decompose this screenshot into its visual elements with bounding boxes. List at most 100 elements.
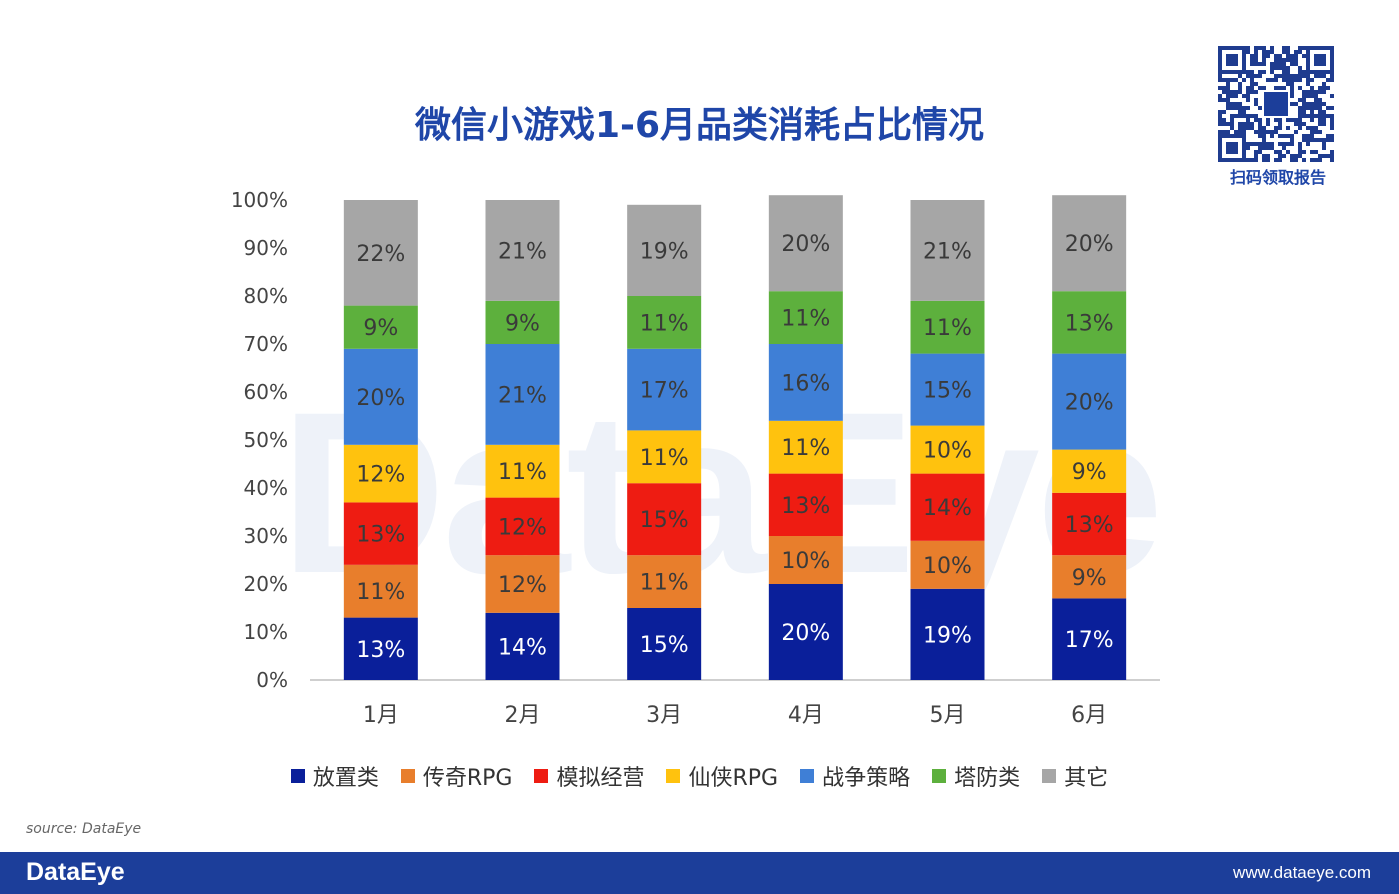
data-label: 12% — [498, 573, 547, 598]
legend-swatch — [534, 769, 549, 783]
bar-segment — [627, 296, 702, 349]
bar-segment — [1052, 353, 1127, 450]
bar-segment — [1052, 195, 1127, 292]
data-label: 9% — [505, 311, 540, 336]
legend-label: 战争策略 — [822, 766, 911, 791]
qr-code-block[interactable]: 扫码领取报告 — [1218, 46, 1338, 188]
data-label: 16% — [781, 371, 830, 396]
y-tick-label: 90% — [244, 236, 288, 260]
data-label: 11% — [923, 316, 972, 341]
bar-segment — [627, 608, 702, 680]
data-label: 13% — [1065, 513, 1114, 538]
legend-swatch — [932, 769, 947, 783]
qr-code-icon[interactable] — [1218, 46, 1334, 162]
data-label: 11% — [781, 307, 830, 332]
y-tick-label: 70% — [244, 332, 288, 356]
source-note: source: DataEye — [26, 821, 142, 837]
bar-segment — [485, 497, 560, 556]
bar-segment — [768, 536, 843, 584]
data-label: 15% — [640, 508, 689, 533]
bar-segment — [343, 564, 418, 618]
x-tick-label: 1月 — [363, 703, 399, 728]
data-label: 17% — [1065, 628, 1114, 653]
legend-item: 战争策略 — [800, 760, 910, 792]
y-tick-label: 0% — [256, 668, 288, 692]
x-tick-label: 2月 — [505, 703, 541, 728]
data-label: 15% — [923, 379, 972, 404]
legend-item: 塔防类 — [932, 760, 1020, 792]
bar-segment — [343, 617, 418, 680]
data-label: 9% — [363, 316, 398, 341]
footer-logo: DataEye — [26, 858, 125, 886]
data-label: 15% — [640, 633, 689, 658]
footer-url[interactable]: www.dataeye.com — [1233, 863, 1371, 882]
data-label: 11% — [640, 446, 689, 471]
data-label: 21% — [498, 239, 547, 264]
data-label: 13% — [1065, 311, 1114, 336]
bar-segment — [627, 483, 702, 556]
data-label: 11% — [640, 311, 689, 336]
bar-segment — [485, 344, 560, 445]
legend-item: 仙侠RPG — [666, 760, 778, 792]
bar-segment — [1052, 492, 1127, 556]
legend-item: 模拟经营 — [534, 760, 644, 792]
bar-segment — [485, 555, 560, 613]
data-label: 14% — [498, 635, 547, 660]
chart-legend: 放置类 传奇RPG 模拟经营 仙侠RPG 战争策略 塔防类 其它 — [0, 760, 1399, 792]
bar-segment — [343, 305, 418, 349]
legend-label: 塔防类 — [954, 766, 1021, 791]
data-label: 19% — [923, 623, 972, 648]
bar-segment — [768, 344, 843, 421]
legend-swatch — [666, 769, 681, 783]
y-tick-label: 50% — [244, 428, 288, 452]
y-tick-label: 20% — [244, 572, 288, 596]
data-label: 21% — [498, 383, 547, 408]
bar-segment — [485, 200, 560, 301]
x-tick-label: 5月 — [930, 703, 966, 728]
data-label: 11% — [356, 580, 405, 605]
legend-swatch — [1042, 769, 1057, 783]
legend-label: 其它 — [1064, 766, 1109, 791]
x-tick-label: 6月 — [1071, 703, 1107, 728]
y-tick-label: 30% — [244, 524, 288, 548]
data-label: 14% — [923, 496, 972, 521]
bar-segment — [485, 612, 560, 680]
data-label: 9% — [1072, 460, 1107, 485]
x-tick-label: 4月 — [788, 703, 824, 728]
bar-segment — [627, 204, 702, 296]
data-label: 12% — [356, 463, 405, 488]
bar-segment — [910, 300, 985, 354]
bar-segment — [485, 444, 560, 498]
legend-swatch — [400, 769, 415, 783]
legend-label: 仙侠RPG — [688, 766, 779, 791]
bar-segment — [1052, 449, 1127, 493]
data-label: 10% — [923, 439, 972, 464]
bar-segment — [343, 200, 418, 306]
data-label: 13% — [356, 523, 405, 548]
legend-item: 传奇RPG — [400, 760, 513, 792]
data-label: 10% — [781, 549, 830, 574]
bar-segment — [910, 588, 985, 680]
bar-segment — [343, 348, 418, 445]
bar-segment — [627, 430, 702, 484]
data-label: 11% — [640, 571, 689, 596]
data-label: 20% — [1065, 232, 1114, 257]
bar-segment — [910, 200, 985, 301]
data-label: 13% — [781, 494, 830, 519]
bar-segment — [768, 195, 843, 292]
bar-segment — [910, 425, 985, 474]
bar-segment — [343, 502, 418, 565]
data-label: 20% — [356, 386, 405, 411]
bar-segment — [627, 555, 702, 608]
x-tick-label: 3月 — [646, 703, 682, 728]
bar-segment — [627, 348, 702, 431]
footer-bar: DataEye www.dataeye.com — [0, 852, 1399, 894]
y-tick-label: 100% — [231, 188, 288, 212]
legend-label: 传奇RPG — [422, 766, 513, 791]
legend-label: 模拟经营 — [556, 766, 645, 791]
bar-segment — [1052, 555, 1127, 599]
y-tick-label: 10% — [244, 620, 288, 644]
y-tick-label: 60% — [244, 380, 288, 404]
bar-segment — [1052, 598, 1127, 680]
data-label: 20% — [781, 232, 830, 257]
